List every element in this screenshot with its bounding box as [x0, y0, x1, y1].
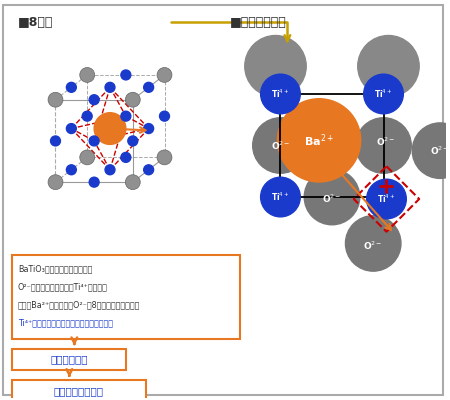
FancyBboxPatch shape — [12, 254, 240, 339]
Circle shape — [160, 111, 170, 121]
Circle shape — [67, 165, 76, 175]
Circle shape — [304, 169, 360, 225]
Circle shape — [261, 74, 300, 114]
Text: Ti$^{4+}$: Ti$^{4+}$ — [271, 88, 290, 100]
Circle shape — [144, 82, 153, 92]
Circle shape — [253, 118, 308, 173]
Text: BaTiO₃（ペロブスカイト型）: BaTiO₃（ペロブスカイト型） — [18, 264, 92, 274]
Circle shape — [105, 82, 115, 92]
Text: 分極が起きる: 分極が起きる — [50, 354, 88, 364]
Circle shape — [121, 152, 131, 162]
Text: O²⁻が作る８面体の中にTi⁴⁺がある。: O²⁻が作る８面体の中にTi⁴⁺がある。 — [18, 282, 108, 291]
Circle shape — [245, 36, 306, 97]
Circle shape — [82, 111, 92, 121]
Circle shape — [48, 175, 63, 190]
Circle shape — [126, 92, 140, 107]
Bar — [280, 94, 383, 197]
Circle shape — [144, 124, 153, 134]
Circle shape — [278, 99, 361, 182]
Text: O$^{2-}$: O$^{2-}$ — [376, 135, 395, 148]
Text: Ti$^{4+}$: Ti$^{4+}$ — [374, 88, 393, 100]
Circle shape — [157, 68, 172, 82]
Circle shape — [364, 74, 403, 114]
Circle shape — [157, 150, 172, 165]
Circle shape — [105, 165, 115, 175]
Circle shape — [128, 136, 138, 146]
Text: O$^{2-}$: O$^{2-}$ — [364, 239, 383, 252]
Circle shape — [89, 136, 99, 146]
Circle shape — [144, 165, 153, 175]
Circle shape — [67, 82, 76, 92]
Circle shape — [358, 36, 419, 97]
Circle shape — [50, 136, 60, 146]
Circle shape — [126, 175, 140, 190]
Text: ■上から見た図: ■上から見た図 — [230, 16, 287, 29]
Circle shape — [121, 70, 131, 80]
Text: Ba$^{2+}$: Ba$^{2+}$ — [304, 132, 334, 149]
Text: Ti$^{4+}$: Ti$^{4+}$ — [378, 193, 396, 205]
Circle shape — [367, 179, 406, 219]
Text: ■8面体: ■8面体 — [18, 16, 53, 29]
Circle shape — [67, 124, 76, 134]
Circle shape — [80, 68, 94, 82]
Text: 誘電率が高くなる: 誘電率が高くなる — [54, 386, 104, 396]
Text: Ti$^{4+}$: Ti$^{4+}$ — [271, 191, 290, 203]
Circle shape — [48, 92, 63, 107]
Circle shape — [261, 177, 300, 217]
Text: O$^{2-}$: O$^{2-}$ — [430, 144, 450, 157]
Circle shape — [356, 118, 411, 173]
Circle shape — [346, 216, 401, 271]
Circle shape — [412, 123, 450, 178]
Circle shape — [121, 111, 131, 121]
Circle shape — [89, 177, 99, 187]
FancyBboxPatch shape — [12, 349, 126, 370]
FancyBboxPatch shape — [12, 380, 146, 400]
Text: O$^{2-}$: O$^{2-}$ — [270, 139, 290, 152]
Circle shape — [80, 150, 94, 165]
Text: Ti⁴⁺の周囲に隙間ができ中心からずれる。: Ti⁴⁺の周囲に隙間ができ中心からずれる。 — [18, 318, 113, 327]
Circle shape — [94, 113, 126, 144]
Text: 中央のBa²⁺が大きく、O²⁻の8面体を広げるため、: 中央のBa²⁺が大きく、O²⁻の8面体を広げるため、 — [18, 300, 140, 309]
Text: O$^{2-}$: O$^{2-}$ — [322, 193, 342, 205]
Circle shape — [89, 95, 99, 105]
